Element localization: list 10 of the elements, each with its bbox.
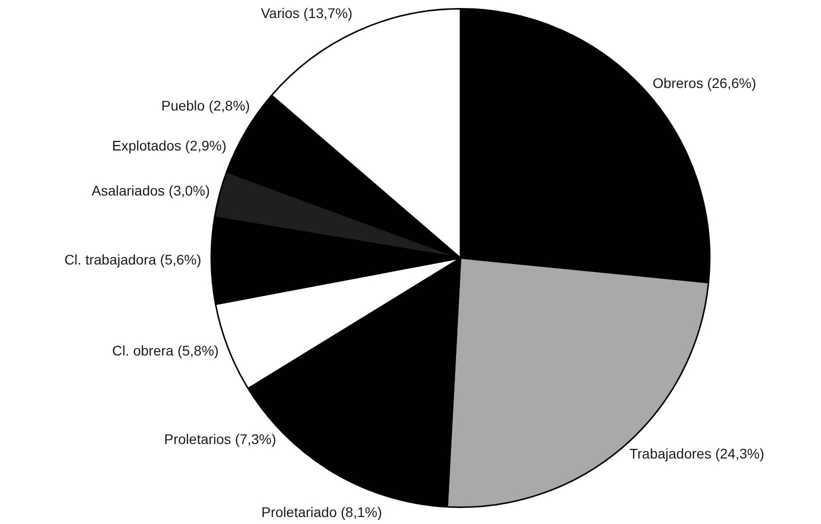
slice-label: Proletariado (8,1%) bbox=[261, 504, 382, 520]
slice-label: Proletarios (7,3%) bbox=[164, 431, 276, 448]
slice-label: Asalariados (3,0%) bbox=[92, 182, 210, 198]
slice-label: Varios (13,7%) bbox=[260, 5, 352, 22]
slice-label: Cl. obrera (5,8%) bbox=[112, 342, 219, 358]
slice-label: Trabajadores (24,3%) bbox=[629, 446, 764, 462]
slice-label: Obreros (26,6%) bbox=[652, 74, 756, 91]
slice-label: Explotados (2,9%) bbox=[112, 137, 226, 154]
slice-label: Pueblo (2,8%) bbox=[161, 98, 250, 114]
slice-label: Cl. trabajadora (5,6%) bbox=[64, 252, 202, 268]
